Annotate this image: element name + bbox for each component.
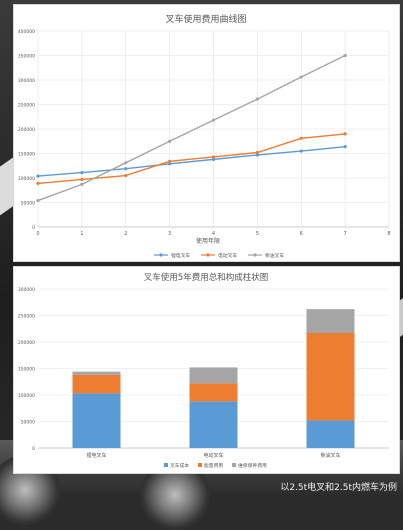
line-chart-ytick-label: 400000 xyxy=(18,29,35,35)
legend-square-swatch xyxy=(232,463,236,467)
legend-label: 电动叉车 xyxy=(218,252,237,259)
bar-segment-维保保养费用 xyxy=(72,371,121,375)
line-point xyxy=(124,161,128,165)
line-series-电动叉车 xyxy=(37,133,346,185)
bar-chart-category-label: 锂电叉车 xyxy=(86,452,106,459)
legend-label: 柴油叉车 xyxy=(265,252,284,259)
line-point xyxy=(255,153,259,157)
line-point xyxy=(36,181,40,185)
line-chart-xtick-label: 1 xyxy=(80,231,83,237)
line-chart-panel: 叉车使用费用曲线图 0 50000 100000 150000 200000 250000… xyxy=(13,4,400,262)
line-chart-xtick-label: 7 xyxy=(344,231,347,237)
bar-chart-category-label: 柴油叉车 xyxy=(320,452,340,459)
bar-chart-ytick-label: 150000 xyxy=(18,367,35,373)
line-chart-ytick-label: 0 xyxy=(32,225,35,231)
bar-chart-ytick-label: 200000 xyxy=(18,340,35,346)
line-chart-xtick-label: 8 xyxy=(387,231,390,237)
legend-marker xyxy=(159,253,163,257)
bar-chart-ytick-label: 0 xyxy=(32,446,35,452)
line-chart-xtick-label: 3 xyxy=(168,231,171,237)
line-point xyxy=(36,198,40,203)
line-point xyxy=(36,174,40,178)
line-chart-ytick-label: 50000 xyxy=(21,201,35,207)
line-point xyxy=(255,97,259,101)
line-chart-xlabel: 使用年限 xyxy=(196,237,220,245)
bar-segment-叉车成本 xyxy=(72,393,121,448)
legend-label: 叉车成本 xyxy=(170,462,189,469)
line-point xyxy=(168,159,172,163)
bar-segment-能量费用 xyxy=(306,332,355,421)
line-point xyxy=(211,157,216,161)
line-point xyxy=(255,150,259,155)
line-chart-xtick-label: 5 xyxy=(256,231,259,237)
line-point xyxy=(80,177,84,182)
line-point xyxy=(80,182,84,186)
line-chart-ytick-label: 350000 xyxy=(18,54,35,60)
line-point xyxy=(211,118,216,122)
line-chart-ytick-label: 100000 xyxy=(18,176,35,182)
bar-segment-叉车成本 xyxy=(189,401,238,448)
line-chart: 叉车使用费用曲线图 0 50000 100000 150000 200000 250000… xyxy=(18,13,391,259)
line-point xyxy=(299,149,303,153)
bar-chart-category-label: 电动叉车 xyxy=(203,452,223,459)
line-point xyxy=(299,136,303,140)
legend-marker xyxy=(206,253,210,257)
line-point xyxy=(343,145,347,149)
line-point xyxy=(343,53,347,58)
line-chart-ytick-label: 250000 xyxy=(18,103,35,109)
line-chart-xtick-label: 0 xyxy=(36,231,39,237)
line-point xyxy=(80,171,84,175)
bar-segment-叉车成本 xyxy=(306,420,355,448)
legend-square-swatch xyxy=(198,463,202,467)
line-series-锂电叉车 xyxy=(37,145,346,177)
bar-chart-ytick-label: 100000 xyxy=(18,393,35,399)
line-point xyxy=(299,75,303,79)
legend-marker xyxy=(253,253,257,257)
bar-segment-维保保养费用 xyxy=(189,367,238,384)
line-point xyxy=(343,132,347,136)
footnote-caption: 以2.5t电叉和2.5t内燃车为例 xyxy=(280,483,397,493)
bar-chart: 叉车使用5年费用总和构成柱状图 0 50000 100000 150000 200000… xyxy=(18,272,389,469)
line-chart-title: 叉车使用费用曲线图 xyxy=(165,13,246,25)
bar-chart-title: 叉车使用5年费用总和构成柱状图 xyxy=(144,272,268,283)
bar-chart-ytick-label: 250000 xyxy=(18,314,35,320)
line-chart-ytick-label: 200000 xyxy=(18,127,35,133)
line-point xyxy=(211,155,216,159)
legend-label: 锂电叉车 xyxy=(171,252,190,259)
line-chart-xtick-label: 4 xyxy=(212,231,215,237)
line-chart-xtick-label: 2 xyxy=(124,231,127,237)
line-chart-ytick-label: 150000 xyxy=(18,152,35,158)
line-point xyxy=(124,173,128,178)
line-point xyxy=(168,139,172,143)
bar-segment-维保保养费用 xyxy=(306,309,355,333)
bar-chart-ytick-label: 300000 xyxy=(18,287,35,293)
legend-label: 维保保养费用 xyxy=(238,462,267,469)
bar-chart-panel: 叉车使用5年费用总和构成柱状图 0 50000 100000 150000 200000… xyxy=(13,266,400,474)
bar-segment-能量费用 xyxy=(189,383,238,402)
line-chart-xtick-label: 6 xyxy=(300,231,303,237)
line-point xyxy=(124,167,128,171)
legend-square-swatch xyxy=(164,463,168,467)
bar-chart-ytick-label: 50000 xyxy=(21,420,35,426)
line-point xyxy=(168,162,172,166)
bar-segment-能量费用 xyxy=(72,374,121,394)
legend-label: 能量费用 xyxy=(204,462,223,469)
line-chart-ytick-label: 300000 xyxy=(18,78,35,84)
line-series-柴油叉车 xyxy=(37,54,346,202)
